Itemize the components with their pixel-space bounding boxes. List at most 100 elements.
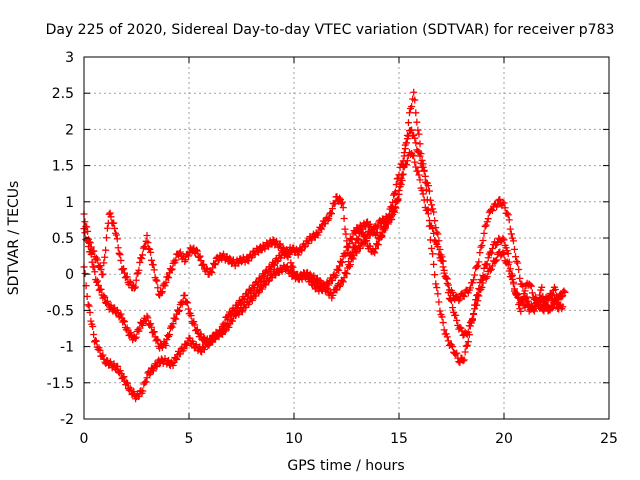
data-point	[488, 262, 496, 270]
data-point	[332, 271, 340, 279]
data-point	[395, 190, 403, 198]
data-point	[411, 96, 419, 104]
data-point	[327, 209, 335, 217]
data-point	[388, 203, 396, 211]
data-point	[225, 323, 233, 331]
data-point	[535, 298, 543, 306]
data-point	[147, 248, 155, 256]
data-point	[345, 258, 353, 266]
data-point	[143, 231, 151, 239]
data-point	[120, 265, 128, 273]
data-point	[420, 196, 428, 204]
data-point	[499, 249, 507, 257]
data-point	[153, 277, 161, 285]
data-point	[486, 248, 494, 256]
data-point	[350, 243, 358, 251]
data-point	[269, 236, 277, 244]
data-point	[469, 316, 476, 324]
data-point	[171, 314, 179, 322]
data-point	[427, 196, 434, 204]
data-point	[348, 248, 356, 256]
data-points	[80, 88, 569, 403]
data-point	[89, 322, 97, 330]
data-point	[202, 264, 210, 272]
data-point	[482, 261, 490, 269]
data-point	[167, 266, 175, 274]
data-point	[139, 251, 146, 259]
data-point	[461, 348, 469, 356]
data-point	[483, 260, 491, 268]
data-point	[150, 266, 158, 274]
data-point	[444, 337, 452, 345]
data-point	[132, 276, 140, 284]
data-point	[183, 298, 191, 306]
data-point	[448, 297, 455, 305]
x-tick-label: 0	[80, 431, 89, 447]
data-point	[508, 275, 516, 283]
data-point	[527, 282, 535, 290]
data-point	[115, 249, 123, 257]
data-point	[94, 256, 101, 264]
data-point	[275, 241, 283, 249]
data-point	[324, 216, 332, 224]
data-point	[94, 277, 101, 285]
data-point	[444, 289, 452, 297]
data-point	[505, 216, 513, 224]
data-point	[283, 263, 290, 271]
data-point	[391, 188, 399, 196]
data-point	[343, 270, 351, 278]
data-point	[221, 327, 229, 335]
data-point	[329, 291, 337, 299]
data-point	[154, 336, 162, 344]
data-point	[325, 215, 333, 223]
data-point	[303, 271, 311, 279]
data-point	[463, 341, 471, 349]
data-point	[106, 209, 114, 217]
data-point	[390, 191, 398, 199]
data-point	[101, 253, 109, 261]
data-point	[500, 250, 508, 258]
data-point	[559, 288, 567, 296]
y-tick-label: 0.5	[52, 231, 74, 247]
data-point	[336, 194, 344, 202]
data-point	[539, 292, 547, 300]
data-point	[154, 284, 162, 292]
data-point	[538, 283, 546, 291]
data-point	[351, 244, 359, 252]
data-point	[487, 265, 495, 273]
data-point	[160, 280, 168, 288]
data-point	[372, 245, 380, 253]
data-point	[470, 310, 478, 318]
data-point	[207, 268, 215, 276]
data-point	[398, 177, 406, 185]
data-point	[493, 256, 501, 264]
data-point	[340, 215, 348, 223]
data-point	[459, 357, 467, 365]
data-point	[428, 201, 436, 209]
data-point	[439, 263, 447, 271]
data-point	[467, 317, 475, 325]
data-point	[483, 218, 491, 226]
data-point	[439, 319, 447, 327]
data-point	[90, 247, 98, 255]
data-point	[520, 293, 528, 301]
data-point	[530, 307, 538, 315]
data-point	[81, 269, 89, 277]
data-point	[481, 222, 489, 230]
data-point	[507, 230, 515, 238]
data-point	[430, 260, 438, 268]
data-point	[431, 271, 439, 279]
data-point	[420, 166, 428, 174]
data-point	[85, 238, 93, 246]
data-point	[519, 282, 527, 290]
data-point	[91, 268, 99, 276]
data-point	[430, 208, 438, 216]
data-point	[391, 208, 398, 216]
data-point	[391, 204, 399, 212]
data-point	[440, 269, 448, 277]
data-point	[152, 362, 160, 370]
data-point	[479, 279, 487, 287]
data-point	[438, 257, 446, 265]
data-point	[100, 259, 108, 267]
data-point	[183, 342, 191, 350]
